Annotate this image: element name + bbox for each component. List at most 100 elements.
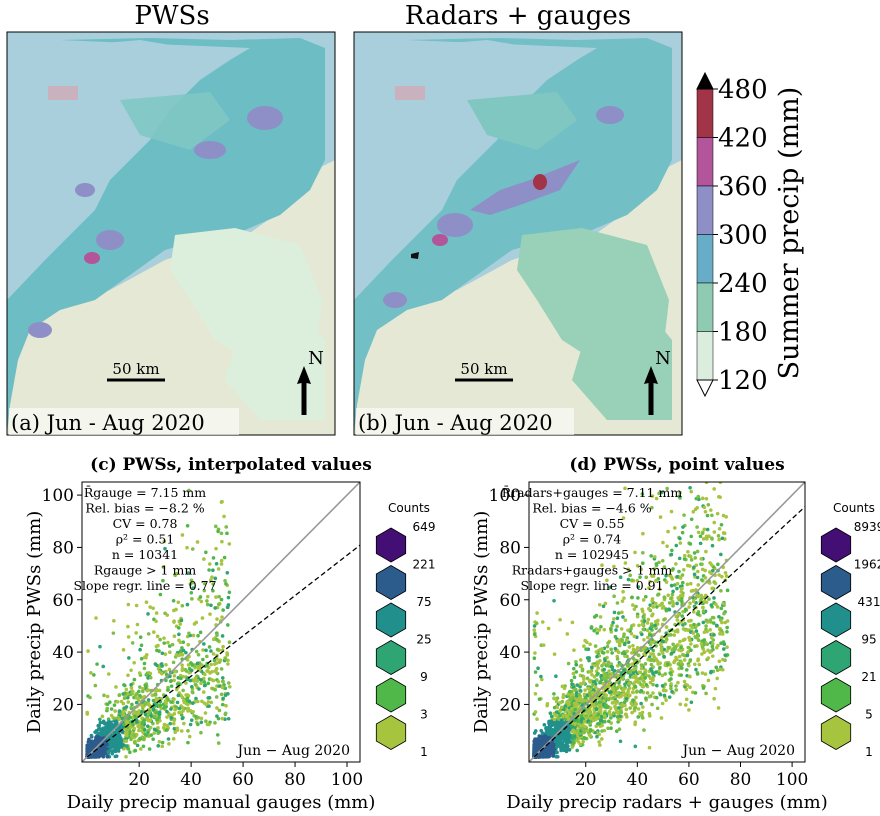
scatter-point bbox=[572, 729, 576, 734]
scatter-point bbox=[634, 702, 639, 706]
scatter-point bbox=[213, 606, 218, 610]
stats-line: CV = 0.55 bbox=[560, 516, 625, 531]
scatter-point bbox=[221, 644, 225, 649]
scatter-point bbox=[126, 602, 131, 607]
scatter-point bbox=[583, 736, 587, 741]
scatter-point bbox=[146, 612, 150, 616]
map-a-land bbox=[7, 38, 325, 435]
scatter-point bbox=[691, 690, 695, 695]
scatter-point bbox=[186, 663, 191, 667]
scatter-point bbox=[147, 747, 152, 751]
scatter-point bbox=[220, 676, 225, 680]
scatter-point bbox=[631, 623, 636, 627]
scatter-point bbox=[88, 745, 93, 749]
scatter-point bbox=[672, 660, 676, 665]
scatter-point bbox=[685, 653, 690, 658]
legend-count-label: 75 bbox=[416, 595, 431, 609]
scatter-point bbox=[635, 578, 640, 583]
period-annotation: Jun − Aug 2020 bbox=[681, 743, 795, 759]
scatter-point bbox=[582, 730, 586, 735]
scatter-point bbox=[658, 515, 663, 519]
scatter-point bbox=[642, 619, 647, 623]
scatter-point bbox=[224, 703, 228, 708]
scatter-point bbox=[676, 596, 681, 600]
scatter-point bbox=[95, 735, 99, 739]
legend-count-label: 221 bbox=[413, 558, 436, 572]
scatter-point bbox=[173, 669, 178, 674]
scatter-point bbox=[214, 546, 218, 551]
scatter-point bbox=[621, 516, 626, 520]
scatter-point bbox=[103, 747, 108, 751]
scatter-point bbox=[547, 721, 551, 726]
scatter-point bbox=[659, 646, 664, 650]
scatter-point bbox=[688, 685, 692, 690]
scatter-point bbox=[117, 741, 122, 746]
scatter-point bbox=[651, 682, 655, 687]
y-tick-label: 60 bbox=[499, 591, 521, 611]
scatter-point bbox=[695, 672, 700, 676]
scatter-point bbox=[683, 621, 687, 626]
scatter-point bbox=[688, 554, 693, 559]
scatter-point bbox=[594, 724, 599, 729]
scatter-point bbox=[192, 622, 197, 626]
scatter-point bbox=[587, 708, 592, 713]
scatter-point bbox=[579, 713, 584, 718]
scatter-point bbox=[114, 754, 119, 758]
scatter-point bbox=[161, 725, 166, 730]
scatter-point bbox=[567, 727, 572, 732]
scatter-point bbox=[674, 688, 679, 692]
scatter-point bbox=[722, 647, 726, 651]
scatter-point bbox=[558, 713, 562, 718]
scatter-point bbox=[675, 601, 679, 606]
scatter-point bbox=[86, 747, 90, 751]
scatter-point bbox=[218, 658, 223, 663]
scatter-point bbox=[161, 702, 166, 707]
scatter-point bbox=[535, 683, 539, 688]
scatter-point bbox=[700, 567, 705, 572]
scatter-point bbox=[190, 597, 194, 601]
scatter-point bbox=[552, 696, 556, 700]
scatter-point bbox=[689, 642, 693, 646]
scatter-point bbox=[642, 652, 646, 656]
scatter-point bbox=[712, 530, 717, 534]
scatter-point bbox=[588, 728, 593, 733]
scatter-point bbox=[604, 693, 608, 698]
scatter-point bbox=[704, 691, 708, 696]
scatter-point bbox=[169, 700, 173, 704]
scatter-point bbox=[570, 620, 575, 625]
map-b-title: Radars + gauges bbox=[405, 1, 631, 31]
scatter-point bbox=[597, 602, 602, 607]
scatter-point bbox=[702, 650, 707, 654]
scatter-point bbox=[707, 534, 711, 539]
scatter-point bbox=[108, 724, 113, 728]
scatter-point bbox=[207, 568, 211, 572]
scatter-point bbox=[122, 722, 126, 727]
scatter-point bbox=[616, 639, 620, 643]
scatter-point bbox=[631, 643, 635, 648]
scatter-point bbox=[216, 741, 221, 745]
scatter-point bbox=[714, 623, 719, 628]
scatter-point bbox=[547, 746, 552, 751]
scatter-point bbox=[718, 667, 723, 672]
scatter-point bbox=[592, 674, 597, 679]
scatter-point bbox=[676, 612, 681, 617]
scatter-point bbox=[646, 635, 650, 640]
scatter-point bbox=[187, 631, 191, 636]
scatter-point bbox=[641, 705, 645, 709]
scatter-point bbox=[132, 677, 137, 682]
scatter-point bbox=[664, 607, 668, 611]
scatter-point bbox=[164, 728, 169, 732]
legend-title: Counts bbox=[388, 501, 430, 515]
scatter-point bbox=[597, 740, 601, 744]
scatter-point bbox=[623, 654, 627, 658]
colorbar-tick-label: 480 bbox=[718, 75, 768, 105]
scatter-point bbox=[114, 685, 118, 689]
scatter-point bbox=[109, 707, 114, 711]
scatter-point bbox=[642, 615, 646, 620]
scatter-point bbox=[219, 531, 224, 536]
scatter-point bbox=[618, 662, 623, 667]
scatter-point bbox=[640, 622, 645, 627]
scatter-point bbox=[593, 644, 598, 648]
scatter-point bbox=[599, 624, 603, 629]
scatter-point bbox=[712, 520, 717, 525]
